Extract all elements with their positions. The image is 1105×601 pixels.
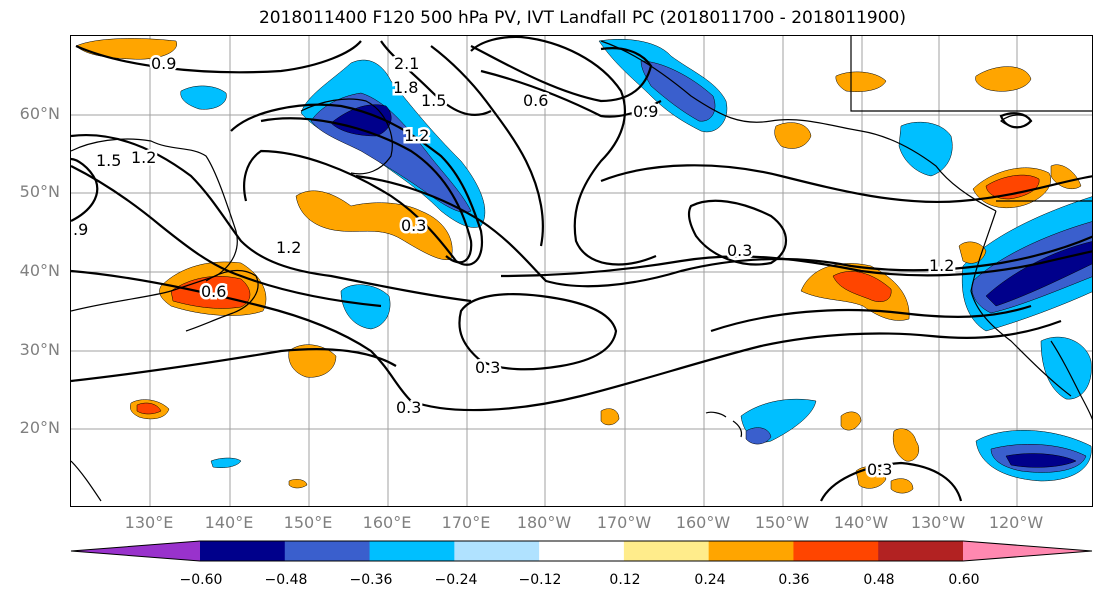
colorbar-tick: 0.36	[764, 572, 824, 588]
lon-label-120w: 120°W	[976, 513, 1056, 532]
contour-label: 0.3	[475, 358, 500, 377]
orange-region-dot3	[893, 429, 919, 462]
lon-label-140w: 140°W	[821, 513, 901, 532]
colorbar-tick: −0.48	[256, 572, 316, 588]
colorbar-segment	[539, 541, 624, 561]
orange-region-kuril	[296, 191, 452, 260]
colorbar	[70, 540, 1095, 562]
lon-label-170e: 170°E	[426, 513, 506, 532]
colorbar-tick: −0.12	[510, 572, 570, 588]
blue-region-midpac	[341, 285, 390, 329]
lon-label-150e: 150°E	[268, 513, 348, 532]
colorbar-extend-low	[71, 541, 200, 561]
lat-label-30n: 30°N	[0, 340, 60, 359]
contour-label: 1.2	[929, 256, 954, 275]
lon-label-150w: 150°W	[742, 513, 822, 532]
orange-region-dot2	[841, 412, 861, 430]
contour-label: 0.9	[151, 54, 176, 73]
contour-label: 0.9	[633, 102, 658, 121]
colorbar-tick: −0.24	[426, 572, 486, 588]
orange-region-dot5	[289, 479, 307, 488]
lon-label-130e: 130°E	[109, 513, 189, 532]
lon-label-170w: 170°W	[584, 513, 664, 532]
colorbar-segment	[285, 541, 370, 561]
contour-label: 1.8	[393, 78, 418, 97]
contour-label: 1.5	[421, 91, 446, 110]
colorbar-segment	[370, 541, 455, 561]
coast-hawaii	[706, 412, 742, 437]
contour-label: 2.1	[394, 54, 419, 73]
colorbar-segment	[200, 541, 285, 561]
blue-region-okhotsk	[181, 86, 227, 109]
map-plot-area: 0.9 2.1 1.8 1.5 1.2 0.6 0.9 1.5 1.2 .9 1…	[70, 35, 1093, 507]
lat-label-50n: 50°N	[0, 182, 60, 201]
contour-label: 0.6	[201, 282, 226, 301]
colorbar-svg	[70, 540, 1095, 562]
colorbar-segment	[624, 541, 709, 561]
orange-region-canada	[975, 67, 1031, 92]
lon-label-160e: 160°E	[347, 513, 427, 532]
orange-region-dot6	[891, 479, 913, 494]
colorbar-tick: −0.36	[341, 572, 401, 588]
contour-label: 0.6	[523, 91, 548, 110]
coast-philippines	[71, 461, 101, 501]
contour-label: 1.2	[276, 238, 301, 257]
contour-label: 0.3	[867, 460, 892, 479]
colorbar-segment	[709, 541, 794, 561]
lon-label-140e: 140°E	[189, 513, 269, 532]
colorbar-segment	[454, 541, 539, 561]
colorbar-tick: 0.12	[595, 572, 655, 588]
colorbar-tick: 0.60	[934, 572, 994, 588]
blue-region-south	[211, 458, 241, 468]
colorbar-extend-high	[963, 541, 1092, 561]
lon-label-160w: 160°W	[663, 513, 743, 532]
contour-label: 1.2	[404, 126, 429, 145]
contour-label: 0.3	[396, 398, 421, 417]
lon-label-130w: 130°W	[898, 513, 978, 532]
contour-label: 0.3	[727, 241, 752, 260]
lat-label-60n: 60°N	[0, 104, 60, 123]
contour-label: .9	[73, 220, 88, 239]
orange-region-goa	[775, 123, 811, 149]
contour-label: 1.5	[96, 151, 121, 170]
pv-contour-0p3-west	[71, 349, 396, 381]
colorbar-tick: 0.24	[680, 572, 740, 588]
contour-label: 0.3	[401, 216, 426, 235]
map-canvas: 0.9 2.1 1.8 1.5 1.2 0.6 0.9 1.5 1.2 .9 1…	[71, 36, 1093, 507]
lon-label-180w: 180°W	[504, 513, 584, 532]
lat-label-40n: 40°N	[0, 261, 60, 280]
contour-label: 1.2	[131, 148, 156, 167]
blue-region-gulf-alaska	[899, 122, 952, 176]
lat-label-20n: 20°N	[0, 418, 60, 437]
orange-region-dot1	[601, 409, 619, 425]
map-title: 2018011400 F120 500 hPa PV, IVT Landfall…	[0, 8, 1105, 28]
colorbar-tick: 0.48	[849, 572, 909, 588]
orange-region-yukon	[836, 72, 886, 92]
colorbar-segment	[878, 541, 963, 561]
colorbar-tick: −0.60	[171, 572, 231, 588]
colorbar-segment	[793, 541, 878, 561]
